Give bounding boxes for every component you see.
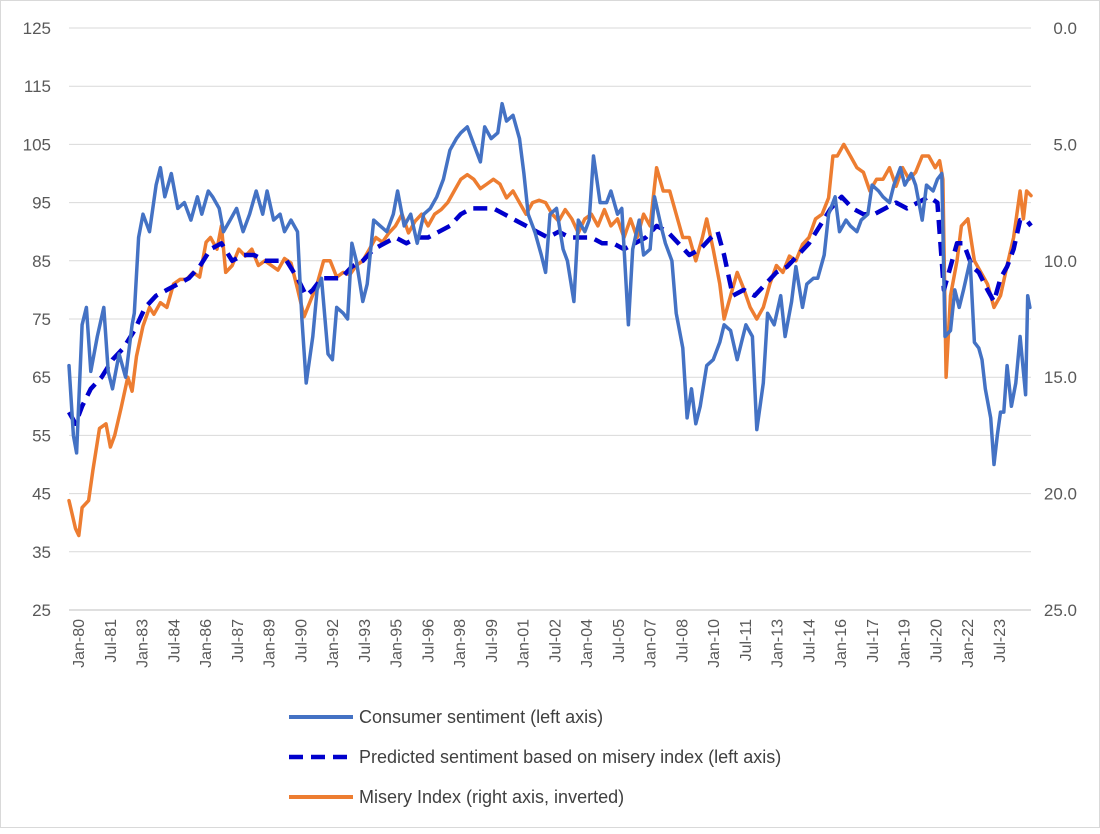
x-axis-tick-label: Jan-86 [198, 619, 215, 668]
series-line-consumer-sentiment [67, 101, 1032, 467]
x-axis-ticks: Jan-80 Jul-81 Jan-83 Jul-84 Jan-86 Jul-87 Jan-… [71, 619, 1009, 668]
x-axis-tick-label: Jan-10 [706, 619, 723, 668]
x-axis-tick-label: Jul-05 [611, 619, 628, 663]
right-axis-tick-label: 10.0 [1044, 252, 1077, 271]
x-axis-tick-label: Jan-13 [770, 619, 787, 668]
x-axis-tick-label: Jul-17 [865, 619, 882, 663]
left-axis-tick-label: 75 [32, 310, 51, 329]
left-axis-tick-label: 35 [32, 543, 51, 562]
x-axis-tick-label: Jan-01 [516, 619, 533, 668]
left-axis-tick-label: 55 [32, 426, 51, 445]
x-axis-tick-label: Jan-98 [452, 619, 469, 668]
left-axis-tick-label: 85 [32, 252, 51, 271]
x-axis-tick-label: Jul-23 [992, 619, 1009, 663]
x-axis-tick-label: Jul-87 [230, 619, 247, 663]
left-axis-tick-label: 125 [23, 19, 51, 38]
right-axis-ticks: 0.0 5.0 10.0 15.0 20.0 25.0 [1044, 19, 1077, 620]
x-axis-tick-label: Jul-96 [420, 619, 437, 663]
x-axis-tick-label: Jul-90 [293, 619, 310, 663]
right-axis-tick-label: 20.0 [1044, 485, 1077, 504]
legend-label-consumer-sentiment: Consumer sentiment (left axis) [359, 707, 603, 727]
right-axis-tick-label: 0.0 [1053, 19, 1077, 38]
x-axis-tick-label: Jan-19 [897, 619, 914, 668]
left-axis-tick-label: 65 [32, 368, 51, 387]
x-axis-tick-label: Jan-83 [135, 619, 152, 668]
series-lines [67, 101, 1033, 538]
series-line-predicted-sentiment [67, 194, 1033, 427]
right-axis-tick-label: 25.0 [1044, 601, 1077, 620]
legend-item-predicted-sentiment: Predicted sentiment based on misery inde… [289, 747, 781, 767]
x-axis-tick-label: Jan-16 [833, 619, 850, 668]
x-axis-tick-label: Jul-20 [928, 619, 945, 663]
x-axis-tick-label: Jan-95 [389, 619, 406, 668]
x-axis-tick-label: Jan-80 [71, 619, 88, 668]
left-axis-tick-label: 115 [24, 77, 51, 96]
x-axis-tick-label: Jul-99 [484, 619, 501, 663]
x-axis-tick-label: Jul-81 [103, 619, 120, 663]
left-axis-tick-label: 25 [32, 601, 51, 620]
x-axis-tick-label: Jul-14 [801, 619, 818, 663]
legend-label-misery-index: Misery Index (right axis, inverted) [359, 787, 624, 807]
legend: Consumer sentiment (left axis) Predicted… [289, 707, 781, 807]
x-axis-tick-label: Jul-93 [357, 619, 374, 663]
right-axis-tick-label: 15.0 [1044, 368, 1077, 387]
left-axis-tick-label: 45 [32, 485, 51, 504]
x-axis-tick-label: Jan-92 [325, 619, 342, 668]
right-axis-tick-label: 5.0 [1053, 135, 1077, 154]
x-axis-tick-label: Jul-11 [738, 619, 755, 661]
left-axis-tick-label: 95 [32, 194, 51, 213]
x-axis-tick-label: Jan-22 [960, 619, 977, 668]
legend-label-predicted-sentiment: Predicted sentiment based on misery inde… [359, 747, 781, 767]
x-axis-tick-label: Jan-04 [579, 619, 596, 668]
legend-item-misery-index: Misery Index (right axis, inverted) [289, 787, 624, 807]
x-axis-tick-label: Jul-02 [547, 619, 564, 663]
gridlines [69, 27, 1031, 611]
x-axis-tick-label: Jul-84 [166, 619, 183, 663]
left-axis-tick-label: 105 [23, 135, 51, 154]
x-axis-tick-label: Jan-89 [262, 619, 279, 668]
x-axis-tick-label: Jan-07 [643, 619, 660, 668]
x-axis-tick-label: Jul-08 [674, 619, 691, 663]
left-axis-ticks: 125 115 105 95 85 75 65 55 45 35 25 [23, 19, 51, 620]
legend-item-consumer-sentiment: Consumer sentiment (left axis) [289, 707, 603, 727]
